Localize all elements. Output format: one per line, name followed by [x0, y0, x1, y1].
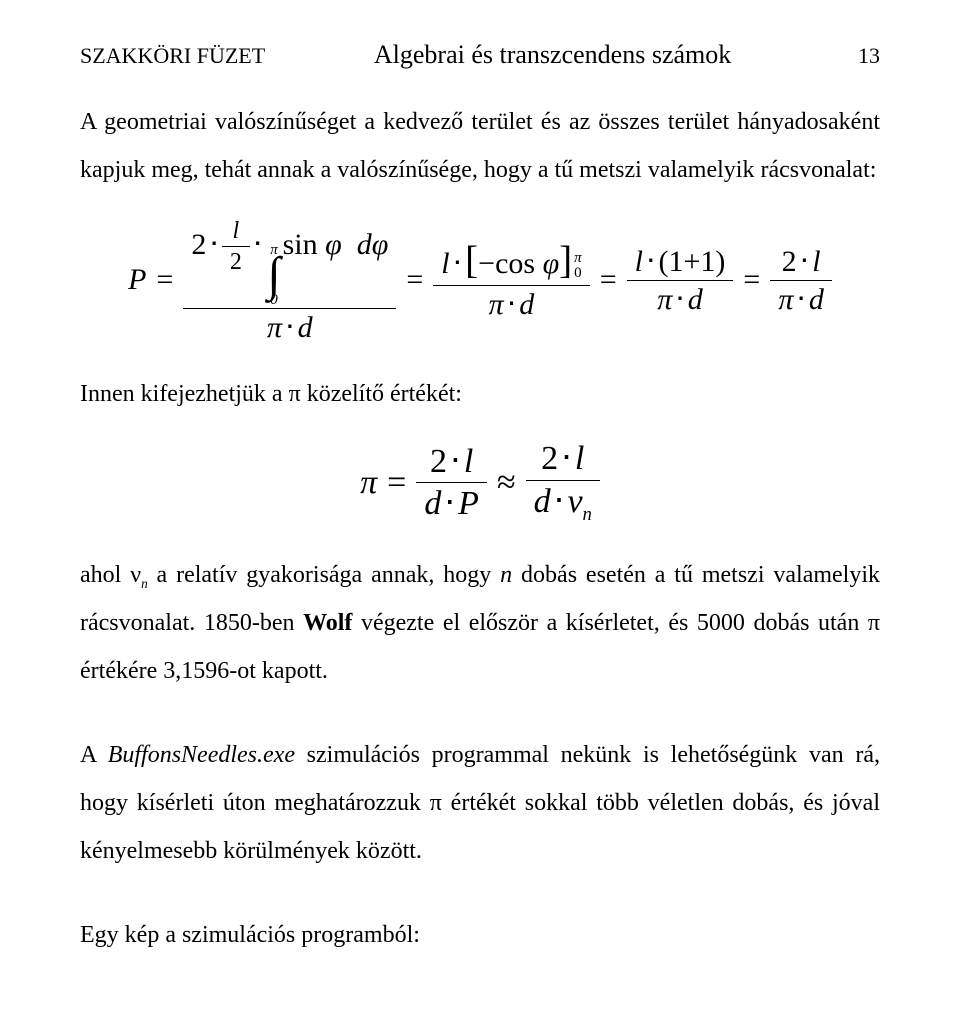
- eq2-l-2: l: [575, 440, 584, 477]
- eq1-d-den-4: d: [809, 283, 824, 316]
- paragraph-intro: A geometriai valószínűséget a kedvező te…: [80, 98, 880, 194]
- eq2-P: P: [458, 485, 479, 522]
- header-center-title: Algebrai és transzcendens számok: [265, 40, 840, 70]
- eq1-pi-den-4: π: [778, 283, 793, 316]
- eq1-bracket-upper: π: [574, 251, 582, 266]
- eq1-P: P: [128, 263, 146, 297]
- eq1-equals-3: =: [600, 263, 617, 297]
- eq1-minus: −: [478, 247, 495, 280]
- eq2-frac-1: 2⋅l d⋅P: [416, 441, 487, 525]
- eq2-nu: ν: [567, 483, 582, 520]
- page-header: SZAKKÖRI FÜZET Algebrai és transzcendens…: [80, 40, 880, 70]
- eq1-phi-2: φ: [543, 247, 560, 280]
- eq1-sin: sin: [283, 228, 318, 261]
- header-left: SZAKKÖRI FÜZET: [80, 43, 265, 69]
- eq2-pi: π: [360, 464, 377, 502]
- eq1-pi-den-1: π: [267, 311, 282, 344]
- eq1-l-4: l: [812, 245, 820, 278]
- eq2-frac-2: 2⋅l d⋅νn: [526, 438, 600, 527]
- equation-probability: P = 2⋅ l 2 ⋅ π ∫ 0 sin φ dφ π: [80, 214, 880, 346]
- p3-nu-sub: n: [141, 576, 148, 591]
- eq1-phi-1: φ: [325, 228, 342, 261]
- eq2-equals: =: [387, 464, 406, 502]
- eq1-pi-den-3: π: [657, 283, 672, 316]
- equation-pi-approx: π = 2⋅l d⋅P ≈ 2⋅l d⋅νn: [80, 438, 880, 527]
- eq2-nu-sub: n: [583, 503, 592, 524]
- p3-n-var: n: [500, 562, 512, 588]
- eq2-d-2: d: [534, 483, 551, 520]
- paragraph-wolf: ahol νn a relatív gyakorisága annak, hog…: [80, 551, 880, 695]
- eq1-int-lower: 0: [270, 294, 278, 306]
- eq1-cos: cos: [495, 247, 535, 280]
- page-number: 13: [840, 43, 880, 69]
- page-container: SZAKKÖRI FÜZET Algebrai és transzcendens…: [0, 0, 960, 1017]
- eq1-l-2: l: [441, 247, 449, 280]
- eq2-two-1: 2: [430, 443, 447, 480]
- eq1-equals-4: =: [743, 263, 760, 297]
- eq1-two-bottom: 2: [222, 247, 250, 277]
- eq1-equals-2: =: [406, 263, 423, 297]
- p3-wolf: Wolf: [303, 610, 352, 636]
- eq1-bracket-lower: 0: [574, 266, 582, 281]
- paragraph-approx-intro: Innen kifejezhetjük a π közelítő értékét…: [80, 370, 880, 418]
- eq2-l-1: l: [464, 443, 473, 480]
- eq1-d-den-2: d: [519, 288, 534, 321]
- eq1-frac-4: 2⋅l π⋅d: [770, 243, 832, 318]
- eq1-l-top: l: [225, 216, 248, 246]
- eq1-d-den-3: d: [688, 283, 703, 316]
- eq1-l-3: l: [635, 245, 643, 278]
- eq1-oneplusone: (1+1): [659, 245, 726, 278]
- p3-b: a relatív gyakorisága annak, hogy: [148, 562, 501, 588]
- eq1-two-final: 2: [782, 245, 797, 278]
- eq1-equals-1: =: [156, 263, 173, 297]
- paragraph-program: A BuffonsNeedles.exe szimulációs program…: [80, 731, 880, 875]
- eq2-d-1: d: [424, 485, 441, 522]
- eq1-dphi: dφ: [357, 228, 389, 261]
- paragraph-caption: Egy kép a szimulációs programból:: [80, 911, 880, 959]
- eq1-pi-den-2: π: [489, 288, 504, 321]
- p3-a: ahol ν: [80, 562, 141, 588]
- eq1-frac-2: l⋅[−cos φ]π0 π⋅d: [433, 238, 589, 323]
- eq1-two-a: 2: [191, 228, 206, 261]
- p4-prog-name: BuffonsNeedles.exe: [108, 742, 295, 768]
- eq1-frac-3: l⋅(1+1) π⋅d: [627, 243, 734, 318]
- eq2-two-2: 2: [541, 440, 558, 477]
- eq1-d-den-1: d: [298, 311, 313, 344]
- eq2-approx: ≈: [497, 464, 516, 502]
- p4-a: A: [80, 742, 108, 768]
- eq1-frac-1: 2⋅ l 2 ⋅ π ∫ 0 sin φ dφ π⋅d: [183, 214, 396, 346]
- eq1-integral: π ∫ 0: [267, 244, 280, 306]
